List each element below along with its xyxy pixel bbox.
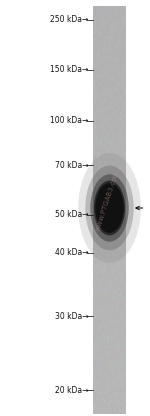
- Ellipse shape: [78, 153, 141, 263]
- Text: 30 kDa→: 30 kDa→: [55, 312, 88, 321]
- Text: 20 kDa→: 20 kDa→: [55, 386, 88, 395]
- Text: 250 kDa→: 250 kDa→: [50, 15, 88, 25]
- Text: 100 kDa→: 100 kDa→: [50, 116, 88, 125]
- Ellipse shape: [94, 181, 125, 235]
- Text: 50 kDa→: 50 kDa→: [55, 210, 88, 219]
- Text: 40 kDa→: 40 kDa→: [55, 248, 88, 257]
- Ellipse shape: [85, 166, 134, 250]
- Ellipse shape: [90, 174, 129, 242]
- Ellipse shape: [95, 183, 124, 233]
- Text: 70 kDa→: 70 kDa→: [55, 161, 88, 170]
- Text: www.PTGAB3.com: www.PTGAB3.com: [95, 168, 121, 231]
- Text: 150 kDa→: 150 kDa→: [50, 65, 88, 74]
